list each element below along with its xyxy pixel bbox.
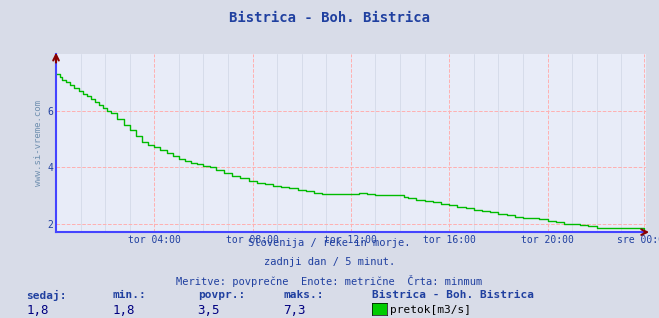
Text: 3,5: 3,5 xyxy=(198,304,220,316)
Text: 7,3: 7,3 xyxy=(283,304,306,316)
Text: Slovenija / reke in morje.: Slovenija / reke in morje. xyxy=(248,238,411,248)
Text: Meritve: povprečne  Enote: metrične  Črta: minmum: Meritve: povprečne Enote: metrične Črta:… xyxy=(177,275,482,287)
Text: Bistrica - Boh. Bistrica: Bistrica - Boh. Bistrica xyxy=(229,11,430,25)
Text: 1,8: 1,8 xyxy=(26,304,49,316)
Text: maks.:: maks.: xyxy=(283,290,324,300)
Text: min.:: min.: xyxy=(112,290,146,300)
Text: Bistrica - Boh. Bistrica: Bistrica - Boh. Bistrica xyxy=(372,290,534,300)
Text: pretok[m3/s]: pretok[m3/s] xyxy=(390,305,471,315)
Text: sedaj:: sedaj: xyxy=(26,290,67,301)
Text: povpr.:: povpr.: xyxy=(198,290,245,300)
Text: 1,8: 1,8 xyxy=(112,304,134,316)
Text: zadnji dan / 5 minut.: zadnji dan / 5 minut. xyxy=(264,257,395,267)
Y-axis label: www.si-vreme.com: www.si-vreme.com xyxy=(34,100,43,186)
